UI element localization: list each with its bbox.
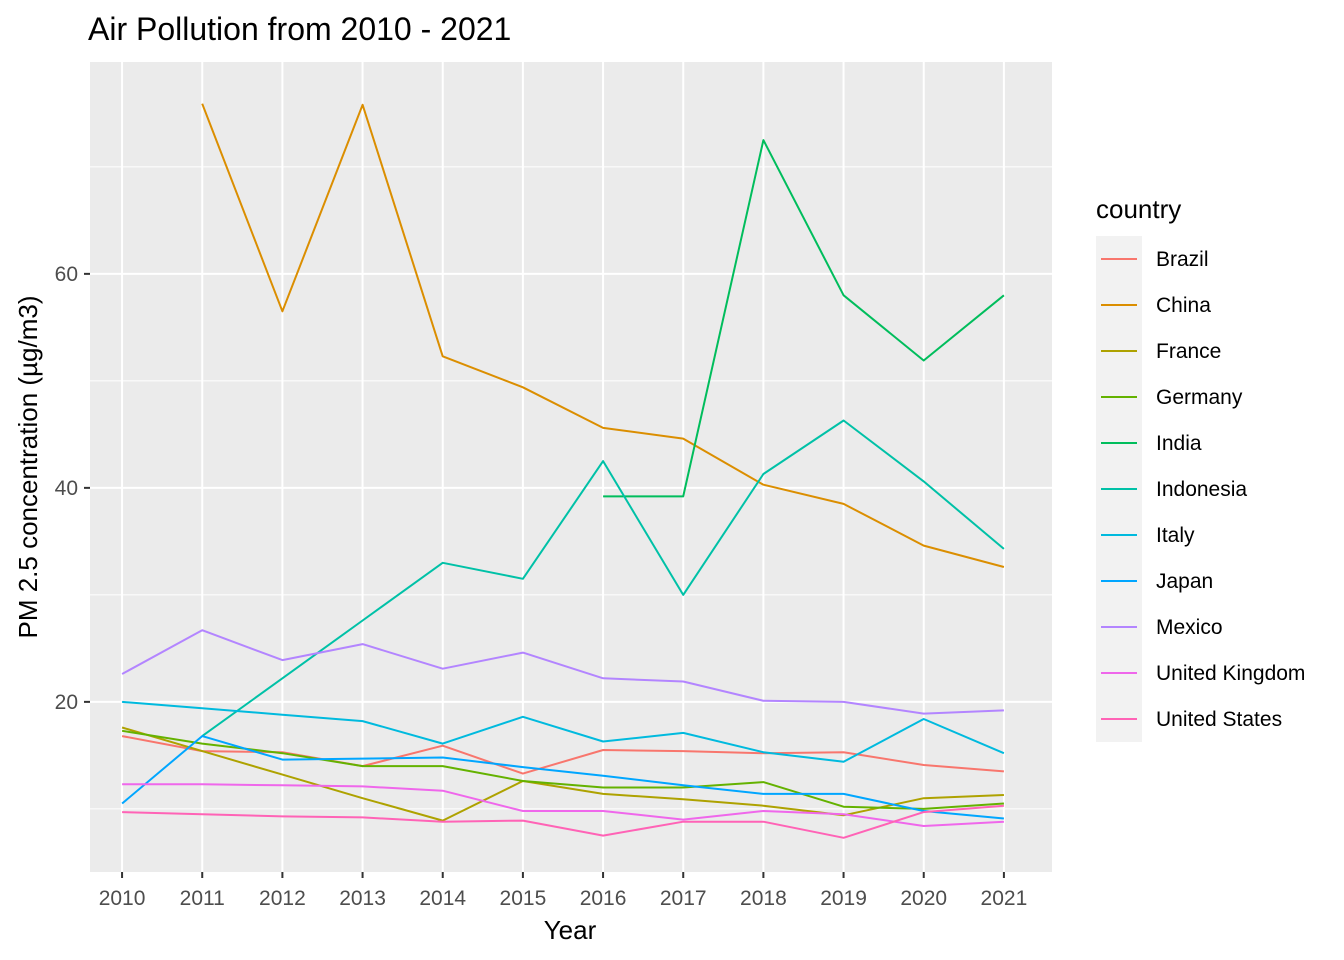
- x-tick-label-2011: 2011: [180, 887, 225, 910]
- x-tick-label-2016: 2016: [580, 887, 627, 910]
- legend-label-france: France: [1156, 340, 1221, 363]
- legend-label-italy: Italy: [1156, 524, 1195, 547]
- x-tick-label-2021: 2021: [981, 887, 1028, 910]
- legend-title: country: [1096, 194, 1181, 224]
- x-tick-label-2018: 2018: [740, 887, 787, 910]
- series-lines: [121, 103, 1005, 839]
- legend-label-indonesia: Indonesia: [1156, 478, 1247, 501]
- x-tick-label-2015: 2015: [500, 887, 547, 910]
- legend-label-china: China: [1156, 294, 1211, 317]
- series-line-indonesia: [201, 419, 1005, 737]
- x-tick-label-2017: 2017: [660, 887, 707, 910]
- y-tick-label-20: 20: [55, 691, 78, 714]
- legend-label-germany: Germany: [1156, 386, 1243, 409]
- y-tick-label-40: 40: [55, 477, 78, 500]
- legend-items: Brazil China France Germany India Indonesia It…: [1096, 236, 1305, 742]
- y-axis-title: PM 2.5 concentration (µg/m3): [13, 295, 43, 638]
- series-line-italy: [122, 700, 1005, 763]
- legend-label-united-kingdom: United Kingdom: [1156, 662, 1305, 685]
- series-line-united-kingdom: [122, 783, 1004, 827]
- series-line-united-states: [122, 804, 1004, 839]
- legend-label-mexico: Mexico: [1156, 616, 1223, 639]
- x-tick-label-2014: 2014: [419, 887, 466, 910]
- x-axis-title: Year: [544, 915, 597, 945]
- legend-label-brazil: Brazil: [1156, 248, 1209, 271]
- plot-panel: [90, 62, 1052, 872]
- y-tick-label-60: 60: [55, 263, 78, 286]
- legend-label-united-states: United States: [1156, 708, 1282, 731]
- x-tick-label-2010: 2010: [99, 887, 146, 910]
- series-line-india: [603, 139, 1005, 498]
- x-tick-label-2019: 2019: [820, 887, 867, 910]
- series-line-japan: [121, 735, 1004, 820]
- chart-title: Air Pollution from 2010 - 2021: [88, 11, 511, 47]
- series-line-china: [201, 103, 1005, 568]
- x-tick-label-2012: 2012: [259, 887, 306, 910]
- legend-label-india: India: [1156, 432, 1202, 455]
- x-tick-label-2013: 2013: [339, 887, 386, 910]
- grid-major: [90, 62, 1052, 872]
- x-tick-label-2020: 2020: [900, 887, 947, 910]
- y-axis: 20 40 60: [55, 263, 90, 714]
- series-line-mexico: [121, 629, 1004, 715]
- x-axis: 2010 2011 2012 2013 2014 2015 2016 2017 2018 2019…: [99, 872, 1028, 910]
- series-line-france: [121, 726, 1004, 822]
- legend: country Brazil China France Germany India Ind…: [1096, 194, 1305, 742]
- series-line-germany: [121, 729, 1004, 810]
- legend-label-japan: Japan: [1156, 570, 1213, 593]
